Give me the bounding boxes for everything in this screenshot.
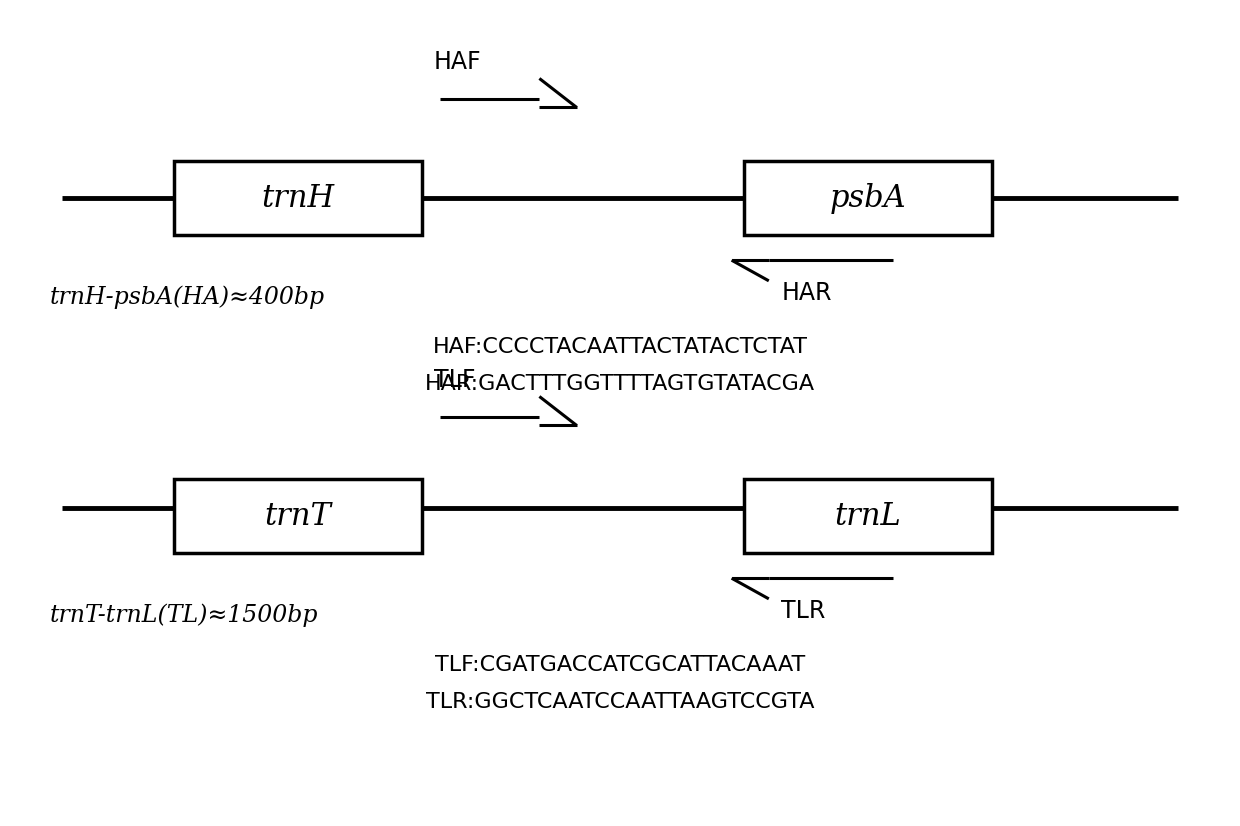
Text: HAF: HAF [434,50,481,74]
Bar [744,161,992,235]
Text: HAR:GACTTTGGTTTTAGTGTATACGA: HAR:GACTTTGGTTTTAGTGTATACGA [425,374,815,394]
Bar [744,479,992,553]
Text: trnT: trnT [264,501,331,532]
Bar [174,161,422,235]
Text: trnH-psbA(HA)≈400bp: trnH-psbA(HA)≈400bp [50,286,325,309]
Text: HAF:CCCCTACAATTACTATACTCTAT: HAF:CCCCTACAATTACTATACTCTAT [433,337,807,357]
Text: TLR: TLR [781,599,826,623]
Text: trnL: trnL [835,501,901,532]
Text: HAR: HAR [781,281,832,305]
Text: trnT-trnL(TL)≈1500bp: trnT-trnL(TL)≈1500bp [50,604,319,627]
Text: TLR:GGCTCAATCCAATTAAGTCCGTA: TLR:GGCTCAATCCAATTAAGTCCGTA [425,692,815,712]
Text: psbA: psbA [830,183,906,214]
Bar [174,479,422,553]
Text: TLF: TLF [434,368,475,392]
Text: trnH: trnH [262,183,334,214]
Text: TLF:CGATGACCATCGCATTACAAAT: TLF:CGATGACCATCGCATTACAAAT [435,655,805,675]
